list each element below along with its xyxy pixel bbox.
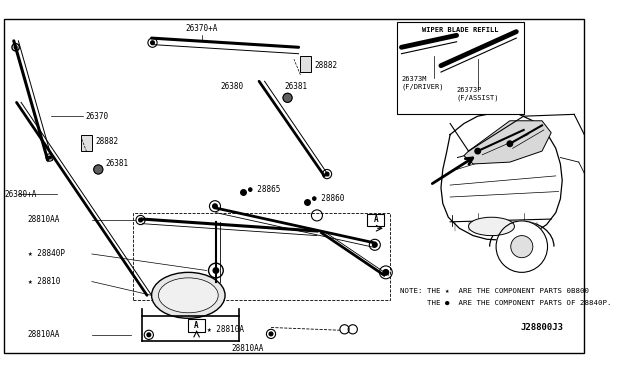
Text: 26373M: 26373M — [401, 76, 427, 83]
Text: 26373P: 26373P — [456, 87, 482, 93]
Text: 26380: 26380 — [220, 82, 243, 91]
Circle shape — [269, 332, 273, 336]
Text: A: A — [373, 215, 378, 224]
Text: 28882: 28882 — [95, 137, 118, 147]
Text: ★ 28840P: ★ 28840P — [28, 250, 65, 259]
Circle shape — [372, 243, 377, 247]
Text: 26370: 26370 — [85, 112, 109, 121]
Circle shape — [475, 148, 481, 154]
Text: J28800J3: J28800J3 — [520, 323, 563, 332]
Bar — [367, 214, 384, 227]
Circle shape — [213, 268, 219, 273]
Text: (F/DRIVER): (F/DRIVER) — [401, 84, 444, 90]
Text: 26380+A: 26380+A — [4, 190, 37, 199]
Text: ★ 28810A: ★ 28810A — [207, 325, 244, 334]
Circle shape — [150, 41, 154, 45]
Circle shape — [507, 141, 513, 147]
Text: ★ 28810: ★ 28810 — [28, 277, 60, 286]
Circle shape — [325, 172, 329, 176]
Text: ● 28865: ● 28865 — [248, 185, 280, 194]
Text: 28810AA: 28810AA — [28, 330, 60, 339]
Ellipse shape — [159, 278, 218, 313]
Bar — [188, 319, 205, 332]
Polygon shape — [464, 121, 551, 164]
Circle shape — [48, 156, 51, 159]
Text: 28810AA: 28810AA — [28, 215, 60, 224]
Text: 26381: 26381 — [285, 82, 308, 91]
Circle shape — [93, 165, 103, 174]
Text: 26370+A: 26370+A — [186, 25, 218, 33]
Circle shape — [147, 333, 150, 337]
Text: 28882: 28882 — [314, 61, 337, 70]
Circle shape — [139, 218, 142, 222]
Circle shape — [511, 235, 533, 258]
Ellipse shape — [468, 217, 515, 235]
Circle shape — [383, 270, 388, 275]
Text: A: A — [195, 321, 199, 330]
Text: 26381: 26381 — [106, 160, 129, 169]
Text: (F/ASSIST): (F/ASSIST) — [456, 94, 499, 101]
Bar — [133, 213, 390, 300]
Text: WIPER BLADE REFILL: WIPER BLADE REFILL — [422, 27, 499, 33]
Text: NOTE: THE ★  ARE THE COMPONENT PARTS 0B800: NOTE: THE ★ ARE THE COMPONENT PARTS 0B80… — [399, 288, 589, 294]
Circle shape — [283, 93, 292, 102]
Circle shape — [496, 221, 548, 272]
Circle shape — [212, 204, 217, 209]
Bar — [397, 22, 524, 114]
Text: THE ●  ARE THE COMPONENT PARTS OF 28840P.: THE ● ARE THE COMPONENT PARTS OF 28840P. — [399, 300, 611, 306]
Bar — [300, 55, 312, 72]
Bar — [81, 135, 92, 151]
Circle shape — [14, 46, 17, 49]
Text: ● 28860: ● 28860 — [312, 194, 345, 203]
Ellipse shape — [152, 272, 225, 318]
Text: 28810AA: 28810AA — [232, 344, 264, 353]
